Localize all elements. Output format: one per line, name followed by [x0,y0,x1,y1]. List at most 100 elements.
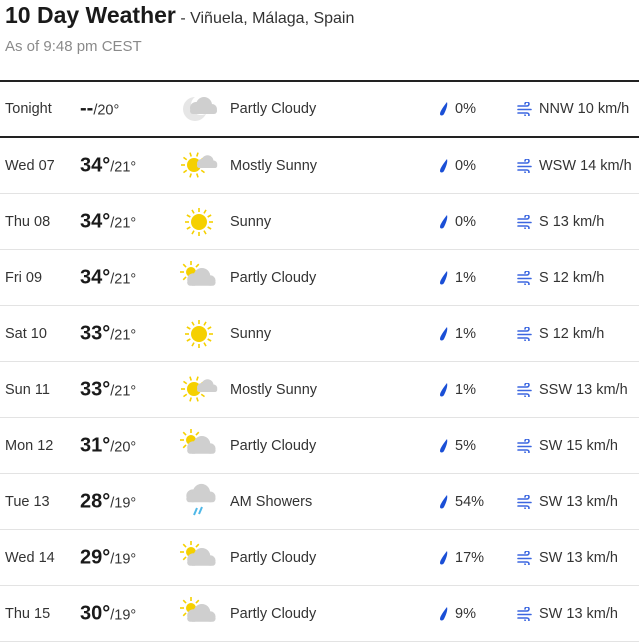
forecast-row[interactable]: Mon 12 31°/20° Partly Cloudy 5% SW 15 km… [0,418,639,474]
day-label: Wed 07 [5,157,55,174]
condition: Mostly Sunny [230,381,318,398]
forecast-row[interactable]: Wed 14 29°/19° Partly Cloudy 17% SW 13 k… [0,530,639,586]
precip-chance: 5% [455,437,476,454]
wind-icon [517,214,532,229]
wind-speed: S 13 km/h [539,213,605,230]
low-temp: /21° [110,271,137,287]
wind-speed: SW 13 km/h [539,605,618,622]
wind-icon [517,158,532,173]
wind-speed: SW 15 km/h [539,437,618,454]
raindrop-icon [440,550,448,564]
precip-chance: 1% [455,381,476,398]
precip-chance: 1% [455,325,476,342]
precip-chance: 54% [455,493,485,510]
wind-icon [517,270,532,285]
wind-icon [517,326,532,341]
high-temp: 31° [80,434,111,456]
forecast-row[interactable]: Sat 10 33°/21° Sunny 1% S 12 km/h [0,306,639,362]
condition: Mostly Sunny [230,157,318,174]
forecast-row[interactable]: Wed 07 34°/21° Mostly Sunny 0% WSW 14 km… [0,138,639,194]
temperature: 28°/19° [80,490,136,513]
temperature: --/20° [80,98,119,121]
low-temp: /21° [110,383,137,399]
wind-speed: S 12 km/h [539,269,605,286]
wind-icon [517,606,532,621]
mostly-sunny-icon [181,151,218,178]
forecast-row[interactable]: Sun 11 33°/21° Mostly Sunny 1% SSW 13 km… [0,362,639,418]
temperature: 31°/20° [80,434,136,457]
low-temp: /21° [110,215,137,231]
raindrop-icon [440,270,448,284]
forecast-row[interactable]: Fri 09 34°/21° Partly Cloudy 1% S 12 km/… [0,250,639,306]
condition: Partly Cloudy [230,269,317,286]
precip-chance: 0% [455,157,476,174]
page-title: 10 Day Weather [5,2,176,28]
day-label: Sun 11 [5,381,50,398]
low-temp: /21° [110,327,137,343]
precip-chance: 17% [455,549,485,566]
partly-cloudy-icon [180,540,216,566]
condition: Partly Cloudy [230,605,317,622]
high-temp: 33° [80,322,111,344]
precip-chance: 9% [455,605,476,622]
condition: Sunny [230,325,272,342]
temperature: 33°/21° [80,378,136,401]
raindrop-icon [440,382,448,396]
high-temp: 33° [80,378,111,400]
partly-cloudy-icon [180,428,216,454]
condition: Sunny [230,213,272,230]
forecast-row[interactable]: Tue 13 28°/19° AM Showers 54% SW 13 km/h [0,474,639,530]
high-temp: 34° [80,154,111,176]
low-temp: /19° [110,495,137,511]
condition: Partly Cloudy [230,437,317,454]
high-temp: 28° [80,490,111,512]
temperature: 33°/21° [80,322,136,345]
forecast-row[interactable]: Tonight --/20° Partly Cloudy 0% NNW 10 k… [0,82,639,138]
temperature: 34°/21° [80,210,136,233]
condition: AM Showers [230,493,313,510]
day-label: Mon 12 [5,437,54,454]
forecast-row[interactable]: Thu 08 34°/21° Sunny 0% S 13 km/h [0,194,639,250]
wind-icon [517,438,532,453]
high-temp: 30° [80,602,111,624]
temperature: 30°/19° [80,602,136,625]
wind-icon [517,102,532,116]
precip-chance: 1% [455,269,476,286]
wind-icon [517,382,532,397]
wind-icon [517,550,532,565]
low-temp: /21° [110,159,137,175]
day-label: Fri 09 [5,269,43,286]
precip-chance: 0% [455,213,476,230]
wind-icon [517,494,532,509]
day-label: Sat 10 [5,325,47,342]
location: - Viñuela, Málaga, Spain [180,10,355,27]
wind-speed: NNW 10 km/h [539,101,630,117]
wind-speed: SW 13 km/h [539,493,618,510]
raindrop-icon [440,158,448,172]
day-label: Tonight [5,101,52,117]
partly-cloudy-icon [180,260,216,286]
wind-speed: SSW 13 km/h [539,381,628,398]
low-temp: /20° [110,439,137,455]
sunny-icon [185,207,213,236]
precip-chance: 0% [455,101,476,117]
showers-icon [186,483,216,515]
sunny-icon [185,319,213,348]
raindrop-icon [440,438,448,452]
partly-cloudy-icon [180,596,216,622]
high-temp: 34° [80,210,111,232]
moon-cloud-icon [183,95,217,121]
day-label: Thu 15 [5,605,51,622]
wind-speed: S 12 km/h [539,325,605,342]
mostly-sunny-icon [181,375,218,402]
forecast-row[interactable]: Thu 15 30°/19° Partly Cloudy 9% SW 13 km… [0,586,639,642]
as-of-time: As of 9:48 pm CEST [5,38,142,55]
page-header: 10 Day Weather - Viñuela, Málaga, Spain [5,2,354,29]
condition: Partly Cloudy [230,101,317,117]
raindrop-icon [440,494,448,508]
low-temp: /20° [93,102,120,119]
high-temp: 29° [80,546,111,568]
temperature: 34°/21° [80,154,136,177]
day-label: Wed 14 [5,549,55,566]
day-label: Tue 13 [5,493,50,510]
